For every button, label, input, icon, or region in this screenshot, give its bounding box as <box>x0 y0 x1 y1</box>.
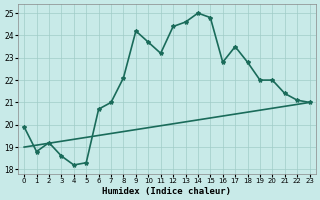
X-axis label: Humidex (Indice chaleur): Humidex (Indice chaleur) <box>102 187 231 196</box>
